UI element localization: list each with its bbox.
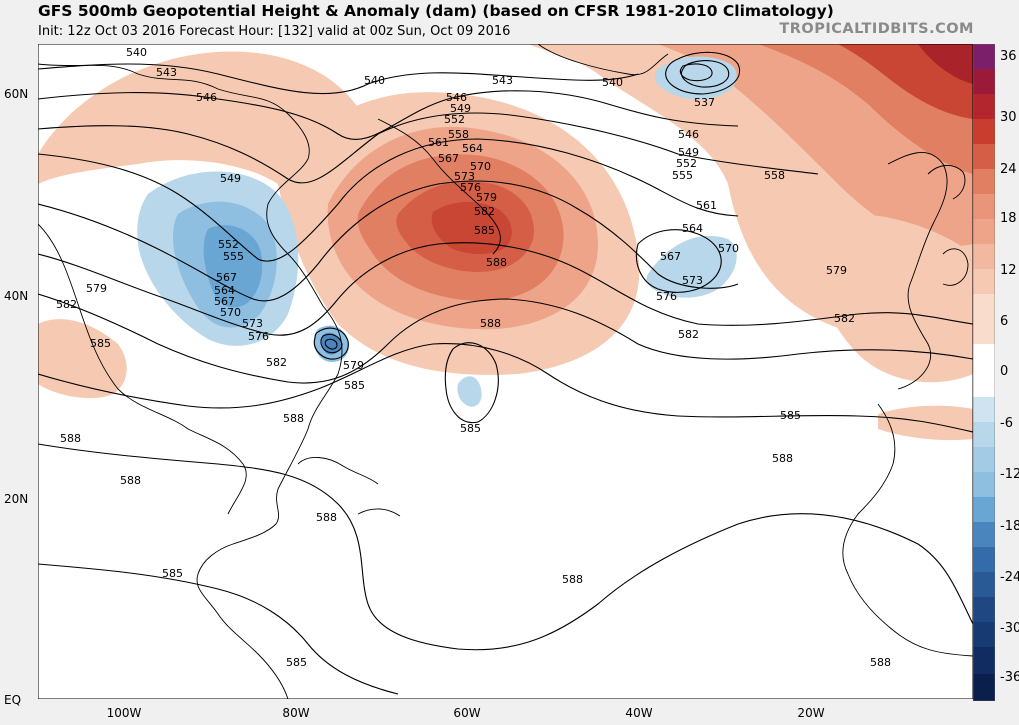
contour-label: 573 [242,317,263,330]
lat-label-60n: 60N [4,87,29,101]
contour-label: 552 [444,113,465,126]
contour-label: 546 [678,128,699,141]
contour-label: 576 [656,290,677,303]
contour-label: 540 [602,76,623,89]
contour-label: 555 [672,169,693,182]
lon-label-60w: 60W [453,706,481,720]
contour-label: 570 [718,242,739,255]
lon-label-20w: 20W [797,706,825,720]
contour-label: 537 [694,96,715,109]
contour-label: 567 [216,271,237,284]
contour-label: 558 [448,128,469,141]
contour-label: 582 [474,205,495,218]
contour-label: 570 [220,306,241,319]
brand-watermark: TROPICALTIDBITS.COM [779,21,974,37]
contour-label: 585 [90,337,111,350]
map-title: GFS 500mb Geopotential Height & Anomaly … [38,2,834,20]
contour-label: 582 [56,298,77,311]
colorbar-label: -24 [1000,570,1019,585]
contour-label: 588 [60,432,81,445]
contour-label: 564 [214,284,235,297]
contour-label: 585 [344,379,365,392]
contour-label: 585 [460,422,481,435]
contour-label: 543 [492,74,513,87]
contour-label: 573 [454,170,475,183]
contour-label: 585 [474,224,495,237]
contour-label: 579 [86,282,107,295]
contour-labels: 540 543 546 549 552 555 567 564 567 570 … [56,46,891,669]
colorbar-label: 18 [1000,211,1017,226]
colorbar-label: 36 [1000,49,1017,64]
colorbar-label: -36 [1000,670,1019,685]
contour-label: 588 [870,656,891,669]
contour-label: 585 [780,409,801,422]
contour-label: 573 [682,274,703,287]
height-contours [38,51,973,695]
contour-label: 564 [682,222,703,235]
contour-label: 567 [660,250,681,263]
contour-label: 558 [764,169,785,182]
map-subtitle: Init: 12z Oct 03 2016 Forecast Hour: [13… [38,24,511,39]
colorbar-label: 30 [1000,110,1017,125]
colorbar-label: -6 [1000,416,1013,431]
colorbar-label: -30 [1000,621,1019,636]
map-canvas: 540 543 546 549 552 555 567 564 567 570 … [38,44,973,699]
contour-label: 567 [214,295,235,308]
contour-label: 588 [283,412,304,425]
colorbar-label: 6 [1000,314,1009,329]
anomaly-colorbar [973,44,995,701]
contour-label: 540 [364,74,385,87]
colorbar-label: 0 [1000,364,1009,379]
contour-label: 585 [286,656,307,669]
lon-label-100w: 100W [106,706,142,720]
contour-label: 576 [248,330,269,343]
lat-label-eq: EQ [4,693,22,707]
contour-label: 579 [476,191,497,204]
contour-label: 561 [696,199,717,212]
contour-label: 543 [156,66,177,79]
contour-label: 549 [450,102,471,115]
contour-label: 549 [220,172,241,185]
contour-label: 552 [218,238,239,251]
colorbar-label: 12 [1000,263,1017,278]
contour-label: 588 [562,573,583,586]
contour-label: 540 [126,46,147,59]
colorbar-label: -18 [1000,519,1019,534]
contour-label: 549 [678,146,699,159]
contour-label: 585 [162,567,183,580]
contour-label: 564 [462,142,483,155]
contour-label: 588 [480,317,501,330]
coastlines [38,44,973,699]
contour-label: 570 [470,160,491,173]
contour-label: 546 [446,91,467,104]
lat-label-40n: 40N [4,289,29,303]
contour-label: 546 [196,91,217,104]
contour-label: 588 [486,256,507,269]
lon-label-40w: 40W [625,706,653,720]
contour-label: 582 [834,312,855,325]
contour-label: 552 [676,157,697,170]
map-header: GFS 500mb Geopotential Height & Anomaly … [0,0,1019,44]
negative-anomaly-shading [137,56,737,407]
lon-label-80w: 80W [282,706,310,720]
contour-label: 579 [343,359,364,372]
colorbar-label: -12 [1000,467,1019,482]
contour-label: 576 [460,181,481,194]
contour-label: 588 [120,474,141,487]
contour-label: 567 [438,152,459,165]
contour-label: 561 [428,136,449,149]
contour-label: 555 [223,250,244,263]
lat-label-20n: 20N [4,492,29,506]
colorbar-label: 24 [1000,162,1017,177]
contour-label: 582 [266,356,287,369]
contour-label: 588 [316,511,337,524]
contour-label: 582 [678,328,699,341]
contour-label: 579 [826,264,847,277]
contour-label: 588 [772,452,793,465]
positive-anomaly-shading [38,44,973,441]
